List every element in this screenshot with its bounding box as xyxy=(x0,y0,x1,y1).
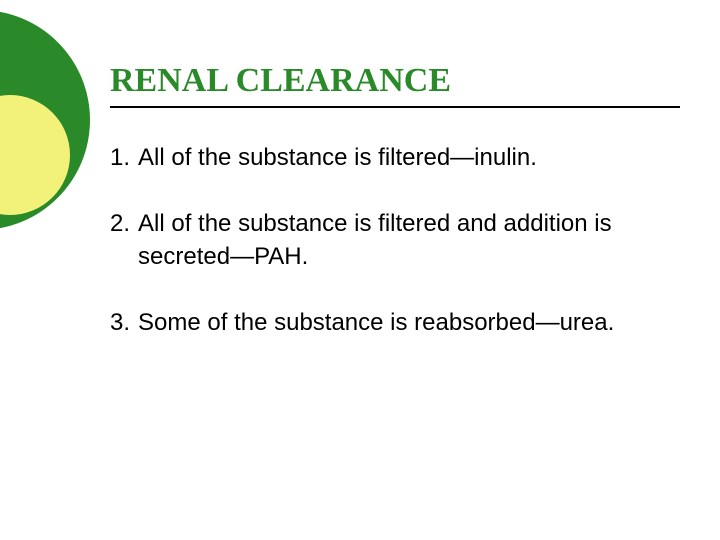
slide-content: RENAL CLEARANCE 1. All of the substance … xyxy=(110,62,680,374)
list-item-text: All of the substance is filtered—inulin. xyxy=(138,142,680,174)
slide-title: RENAL CLEARANCE xyxy=(110,62,680,108)
list-item: 3. Some of the substance is reabsorbed—u… xyxy=(110,307,680,339)
slide-list: 1. All of the substance is filtered—inul… xyxy=(110,142,680,340)
list-item-text: All of the substance is filtered and add… xyxy=(138,208,680,273)
list-item-number: 1. xyxy=(110,142,130,174)
list-item: 1. All of the substance is filtered—inul… xyxy=(110,142,680,174)
list-item-text: Some of the substance is reabsorbed—urea… xyxy=(138,307,680,339)
list-item-number: 3. xyxy=(110,307,130,339)
list-item: 2. All of the substance is filtered and … xyxy=(110,208,680,273)
list-item-number: 2. xyxy=(110,208,130,273)
